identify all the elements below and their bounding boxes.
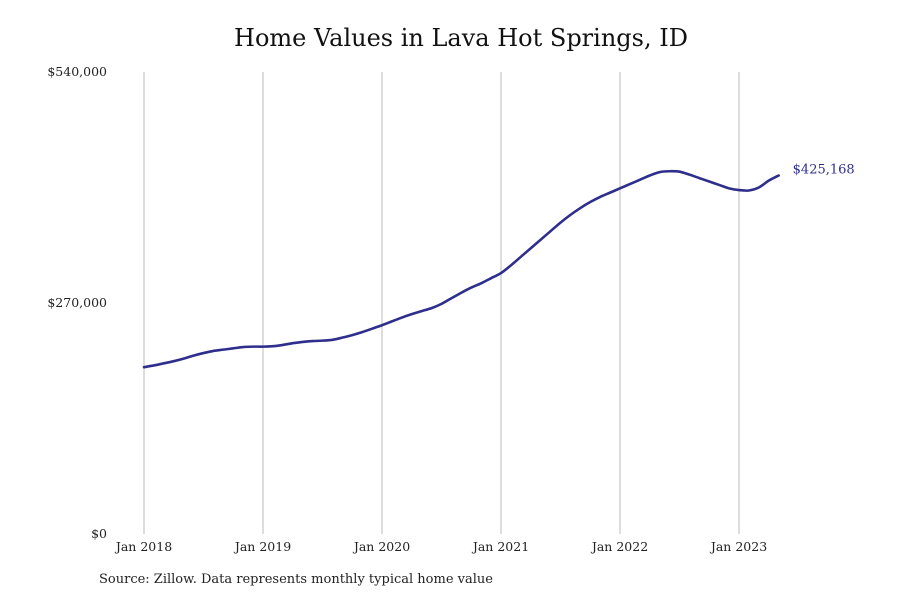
x-gridlines — [143, 72, 740, 534]
x-tick-label: Jan 2022 — [590, 539, 648, 554]
source-note: Source: Zillow. Data represents monthly … — [99, 572, 493, 587]
data-series — [142, 169, 780, 369]
y-tick-label: $270,000 — [47, 295, 107, 310]
y-tick-label: $0 — [91, 526, 107, 541]
x-tick-label: Jan 2023 — [709, 539, 767, 554]
x-tick-label: Jan 2019 — [233, 539, 291, 554]
last-value-label: $425,168 — [793, 163, 855, 178]
y-tick-label: $540,000 — [47, 64, 107, 79]
x-axis-tick-labels: Jan 2018 Jan 2019 Jan 2020 Jan 2021 Jan 2022… — [114, 539, 767, 554]
x-tick-label: Jan 2020 — [352, 539, 410, 554]
x-tick-label: Jan 2018 — [114, 539, 172, 554]
chart-title: Home Values in Lava Hot Springs, ID — [234, 24, 688, 52]
data-labels: $425,168 — [793, 163, 855, 178]
y-axis-tick-labels: $540,000 $270,000 $0 — [47, 64, 107, 541]
series-line — [142, 169, 780, 369]
x-tick-label: Jan 2021 — [471, 539, 529, 554]
